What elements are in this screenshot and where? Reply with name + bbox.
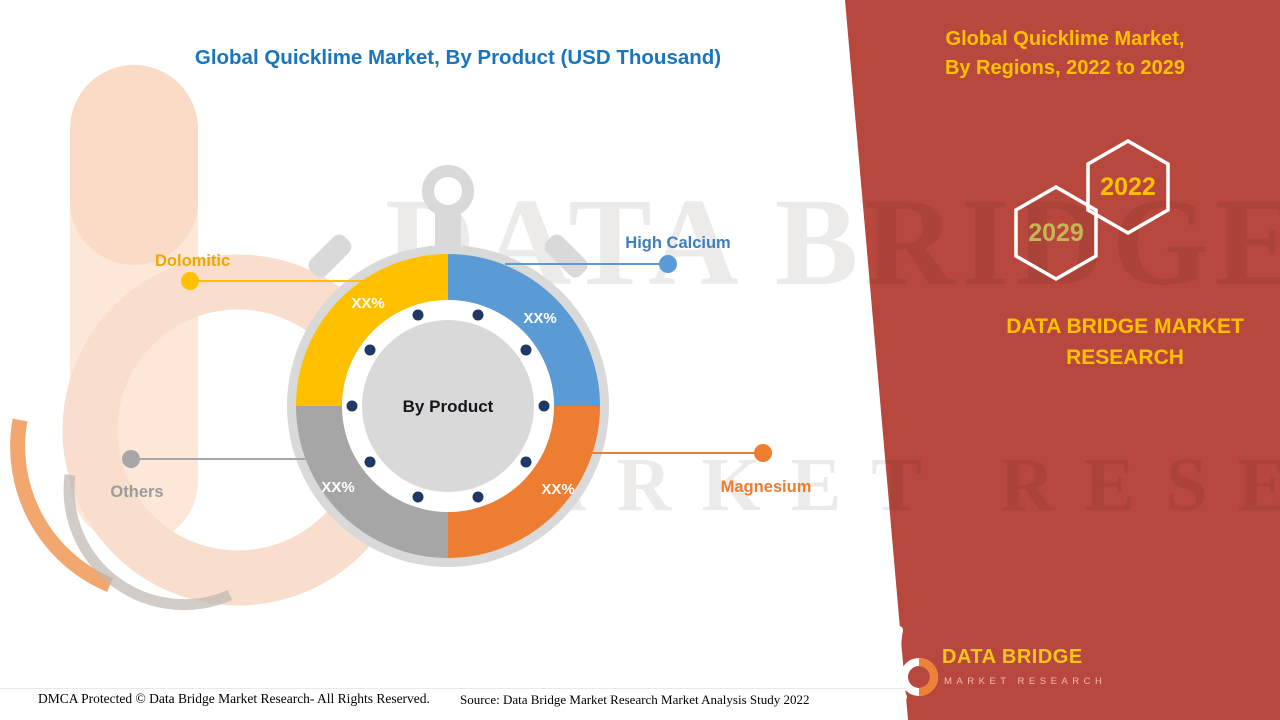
brand-wordmark-line2: RESEARCH	[1066, 346, 1184, 369]
tick-dot	[472, 491, 484, 503]
callouts: Dolomitic High Calcium Magnesium Others	[110, 234, 811, 501]
logo-b-orange-arc	[918, 658, 938, 696]
tick-dot	[364, 456, 376, 468]
segment-pct-dolomitic: XX%	[351, 295, 384, 312]
dial-center	[362, 320, 534, 492]
year-label-2029: 2029	[1028, 219, 1084, 247]
databridge-logo-icon	[892, 626, 938, 701]
segment-pct-high-calcium: XX%	[523, 310, 556, 327]
tick-dots	[346, 309, 550, 503]
logo-b-stem	[892, 626, 907, 701]
callout-label-high-calcium: High Calcium	[625, 234, 730, 252]
stopwatch-chart: XX% XX% XX% XX% By Product	[287, 165, 609, 567]
callout-dot-others	[122, 450, 140, 468]
tick-dot	[472, 309, 484, 321]
hexagon-2022	[1086, 138, 1170, 236]
footer-source-text: Source: Data Bridge Market Research Mark…	[460, 692, 810, 707]
brand-wordmark-line1: DATA BRIDGE MARKET	[1006, 315, 1244, 338]
callout-label-dolomitic: Dolomitic	[155, 252, 230, 270]
logo-name: DATA BRIDGE	[942, 646, 1083, 668]
stopwatch-pusher-left	[308, 234, 352, 278]
callout-dot-dolomitic	[181, 272, 199, 290]
segment-high-calcium	[448, 254, 600, 406]
brand-wordmark: DATA BRIDGE MARKET RESEARCH	[985, 311, 1265, 373]
segment-others	[296, 406, 448, 558]
b-watermark-stem-top	[70, 65, 198, 265]
tick-dot	[364, 344, 376, 356]
stopwatch-pusher-right	[544, 234, 588, 278]
regions-panel-title: Global Quicklime Market, By Regions, 202…	[920, 25, 1210, 83]
callout-label-others: Others	[110, 483, 163, 501]
callout-label-magnesium: Magnesium	[721, 478, 812, 496]
regions-panel-title-line1: Global Quicklime Market,	[945, 28, 1185, 50]
b-watermark-gray-arc	[63, 474, 233, 611]
stopwatch-crown-icon	[422, 165, 474, 217]
year-hexagons: 2029 2022	[1014, 138, 1170, 282]
year-label-2022: 2022	[1100, 173, 1156, 201]
hexagon-2029	[1014, 184, 1098, 282]
callout-dot-magnesium	[754, 444, 772, 462]
segment-pct-magnesium: XX%	[541, 481, 574, 498]
footer-divider	[0, 688, 906, 689]
tick-dot	[412, 309, 424, 321]
tick-dot	[412, 491, 424, 503]
logo-tagline: MARKET RESEARCH	[944, 676, 1107, 687]
b-watermark-orange-arc	[10, 418, 113, 592]
segment-magnesium	[448, 406, 600, 558]
tick-dot	[538, 400, 550, 412]
regions-panel-title-line2: By Regions, 2022 to 2029	[944, 57, 1186, 79]
segment-pct-others: XX%	[321, 479, 354, 496]
footer-dmca-text: DMCA Protected © Data Bridge Market Rese…	[38, 691, 430, 706]
page-title: Global Quicklime Market, By Product (USD…	[194, 46, 722, 69]
chart-center-label: By Product	[403, 397, 494, 416]
tick-dot	[520, 344, 532, 356]
tick-dot	[346, 400, 358, 412]
segment-dolomitic	[296, 254, 448, 406]
tick-dot	[520, 456, 532, 468]
callout-dot-high-calcium	[659, 255, 677, 273]
